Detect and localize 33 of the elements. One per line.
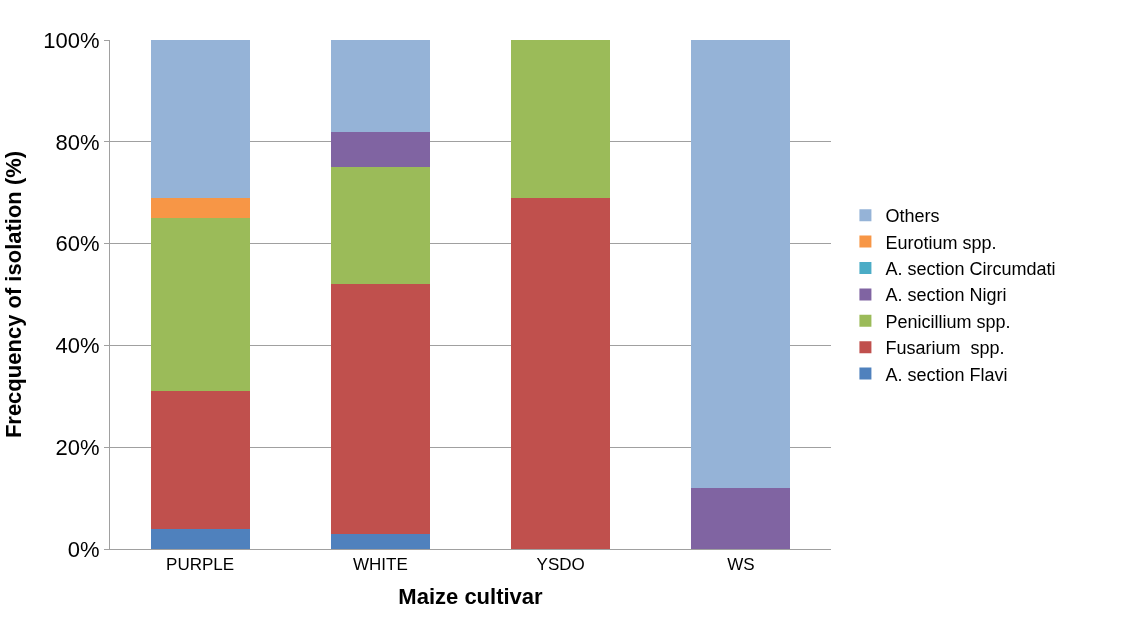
bar — [150, 391, 250, 529]
y-tick-label: 40% — [55, 333, 100, 359]
legend-label: Penicillium spp. — [885, 311, 1011, 332]
x-axis-title: Maize cultivar — [398, 584, 544, 610]
y-tick-label: 100% — [43, 27, 100, 53]
bar — [150, 40, 250, 198]
y-tick-label: 80% — [55, 129, 100, 155]
bar — [150, 197, 250, 219]
bar — [691, 487, 791, 549]
bar — [511, 40, 611, 198]
legend-label: Fusarium spp. — [885, 338, 1005, 359]
bar — [150, 218, 250, 392]
bar — [511, 197, 611, 549]
y-axis-title: Frecquency of isolation (%) — [1, 150, 27, 439]
legend-label: Others — [885, 206, 940, 227]
bar — [691, 40, 791, 488]
legend-label: A. section Nigri — [885, 285, 1007, 306]
x-tick-label: WS — [727, 555, 755, 575]
bar — [330, 40, 430, 132]
x-tick-label: WHITE — [352, 555, 408, 575]
y-tick-label: 60% — [55, 231, 100, 257]
bar — [330, 533, 430, 549]
bar — [150, 528, 250, 549]
legend-label: A. section Flavi — [885, 364, 1008, 385]
legend-label: Eurotium spp. — [885, 232, 997, 253]
y-tick-label: 0% — [67, 536, 100, 562]
x-tick-label: YSDO — [536, 555, 585, 575]
legend-label: A. section Circumdati — [885, 259, 1056, 280]
bar — [330, 284, 430, 534]
y-tick-label: 20% — [55, 434, 100, 460]
x-tick-label: PURPLE — [166, 555, 235, 575]
bar — [330, 167, 430, 285]
bar — [330, 131, 430, 168]
